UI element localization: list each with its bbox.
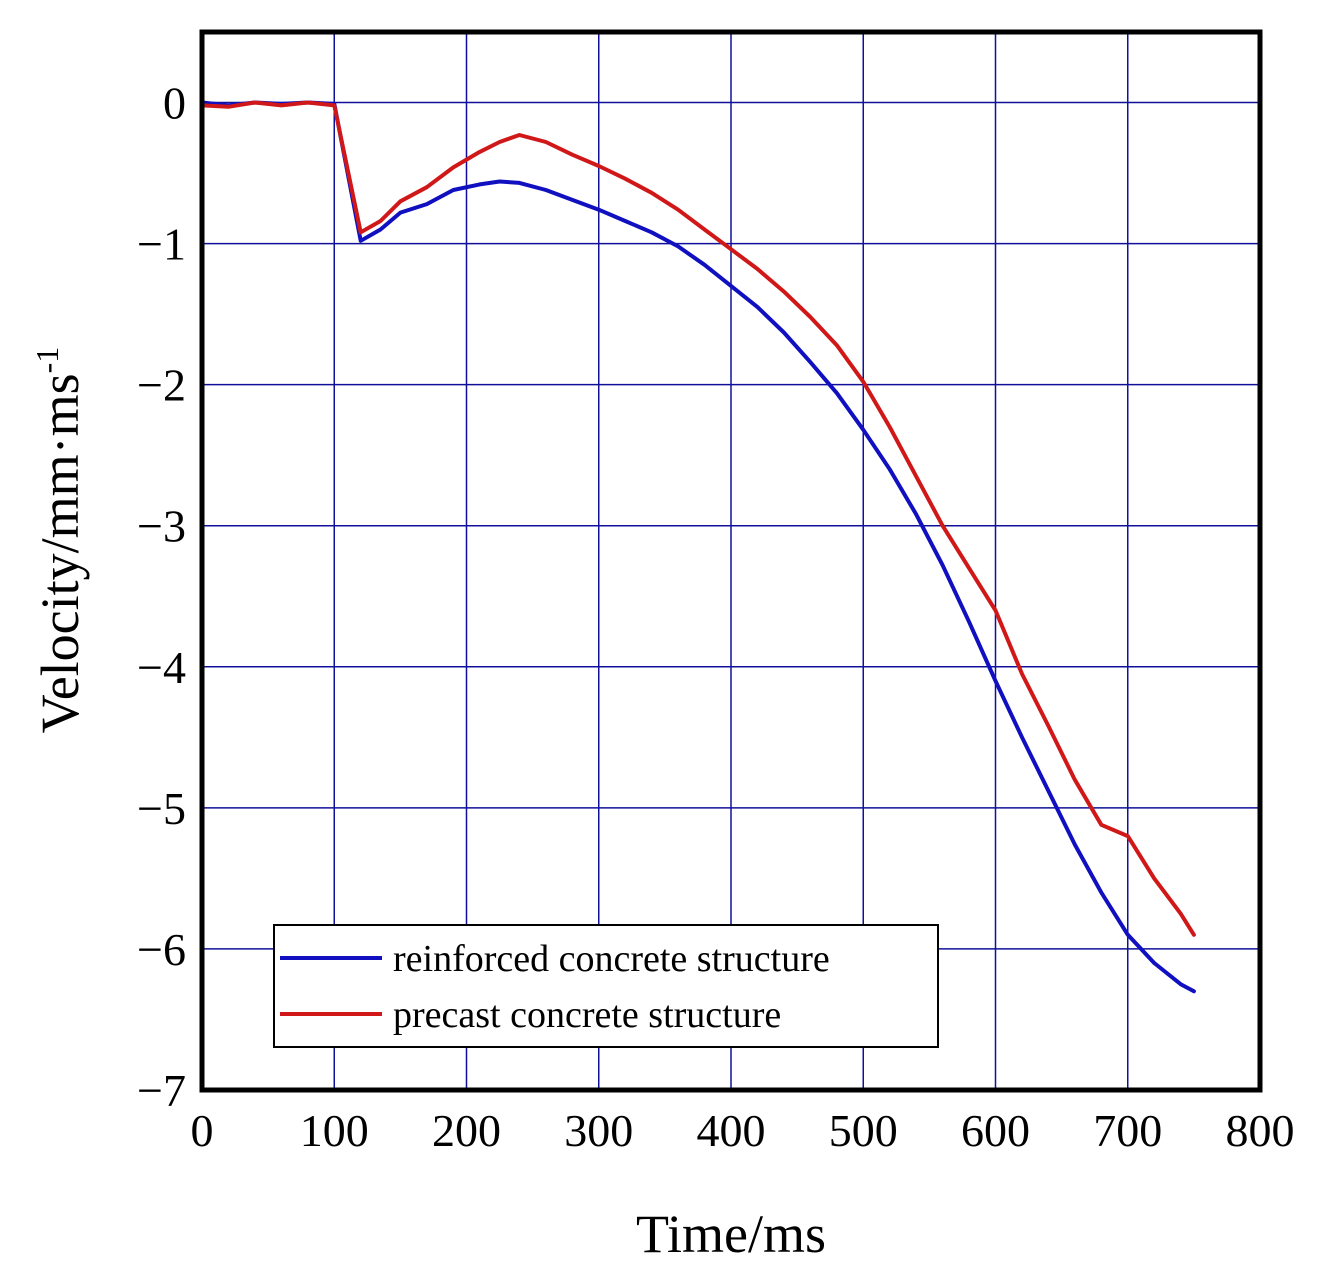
y-axis-title-main: Velocity/mm·ms [30,373,90,733]
series-lines [200,100,1196,994]
y-tick-label: −3 [137,501,186,552]
y-tick-label: −5 [137,783,186,834]
y-tick-label: 0 [163,78,186,129]
legend-label-precast: precast concrete structure [393,994,781,1036]
y-tick-labels: 0 −1 −2 −3 −4 −5 −6 −7 [137,78,186,1116]
x-tick-label: 600 [961,1105,1030,1156]
series-line-precast [200,100,1196,937]
series-line-reinforced [200,100,1196,994]
legend-box [273,924,939,1048]
y-axis-title-superscript: -1 [29,347,65,374]
x-tick-label: 700 [1093,1105,1162,1156]
legend-label-reinforced: reinforced concrete structure [393,938,830,980]
y-tick-label: −7 [137,1065,186,1116]
x-axis-title: Time/ms [636,1204,826,1264]
y-tick-label: −6 [137,924,186,975]
x-tick-label: 800 [1226,1105,1295,1156]
x-tick-label: 100 [300,1105,369,1156]
y-axis-title: Velocity/mm·ms-1 [29,347,90,734]
x-tick-label: 400 [697,1105,766,1156]
y-tick-label: −4 [137,642,186,693]
plot-frame [199,29,1263,1093]
x-tick-label: 0 [191,1105,214,1156]
y-tick-label: −1 [137,219,186,270]
y-tick-label: −2 [137,360,186,411]
x-tick-labels: 0 100 200 300 400 500 600 700 800 [191,1105,1295,1156]
x-tick-label: 200 [432,1105,501,1156]
x-tick-label: 300 [564,1105,633,1156]
legend: reinforced concrete structure precast co… [273,924,939,1048]
x-tick-label: 500 [829,1105,898,1156]
